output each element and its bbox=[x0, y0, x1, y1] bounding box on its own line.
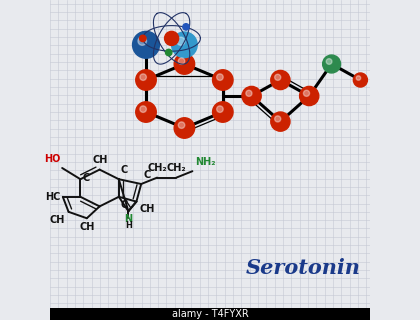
FancyBboxPatch shape bbox=[50, 308, 370, 320]
Text: CH₂: CH₂ bbox=[147, 163, 167, 173]
Text: CH: CH bbox=[79, 222, 94, 232]
Circle shape bbox=[356, 76, 361, 80]
Circle shape bbox=[165, 49, 172, 56]
Text: Serotonin: Serotonin bbox=[246, 259, 360, 278]
Text: CH: CH bbox=[92, 155, 108, 165]
Circle shape bbox=[217, 106, 223, 112]
Circle shape bbox=[213, 70, 233, 90]
Text: H: H bbox=[125, 221, 132, 230]
Circle shape bbox=[353, 73, 368, 87]
Text: alamy - T4FYXR: alamy - T4FYXR bbox=[172, 309, 248, 319]
Circle shape bbox=[174, 54, 194, 74]
Circle shape bbox=[271, 70, 290, 90]
Circle shape bbox=[138, 37, 147, 45]
Text: C: C bbox=[143, 170, 150, 180]
Circle shape bbox=[172, 32, 197, 58]
Circle shape bbox=[326, 59, 332, 64]
Text: C: C bbox=[83, 173, 90, 183]
Text: CH₂: CH₂ bbox=[167, 163, 186, 173]
Text: C: C bbox=[121, 200, 128, 210]
Text: HC: HC bbox=[45, 192, 60, 202]
Circle shape bbox=[178, 122, 185, 128]
Circle shape bbox=[323, 55, 341, 73]
Circle shape bbox=[140, 106, 147, 112]
Circle shape bbox=[136, 102, 156, 122]
Circle shape bbox=[242, 86, 261, 106]
Circle shape bbox=[140, 74, 147, 80]
Text: N: N bbox=[124, 214, 132, 224]
Circle shape bbox=[213, 102, 233, 122]
Circle shape bbox=[139, 35, 146, 42]
Circle shape bbox=[303, 90, 310, 96]
Circle shape bbox=[217, 74, 223, 80]
Circle shape bbox=[133, 31, 160, 58]
Circle shape bbox=[246, 90, 252, 96]
Circle shape bbox=[275, 74, 281, 80]
Circle shape bbox=[165, 31, 178, 45]
Text: NH₂: NH₂ bbox=[196, 157, 216, 167]
Circle shape bbox=[271, 112, 290, 131]
Text: C: C bbox=[121, 165, 128, 175]
Circle shape bbox=[275, 116, 281, 122]
Circle shape bbox=[174, 118, 194, 138]
Circle shape bbox=[136, 70, 156, 90]
Circle shape bbox=[178, 58, 185, 64]
Text: HO: HO bbox=[44, 154, 60, 164]
Text: CH: CH bbox=[139, 204, 155, 213]
Circle shape bbox=[177, 37, 185, 45]
Text: CH: CH bbox=[50, 215, 66, 225]
Circle shape bbox=[183, 24, 189, 30]
Circle shape bbox=[299, 86, 319, 106]
